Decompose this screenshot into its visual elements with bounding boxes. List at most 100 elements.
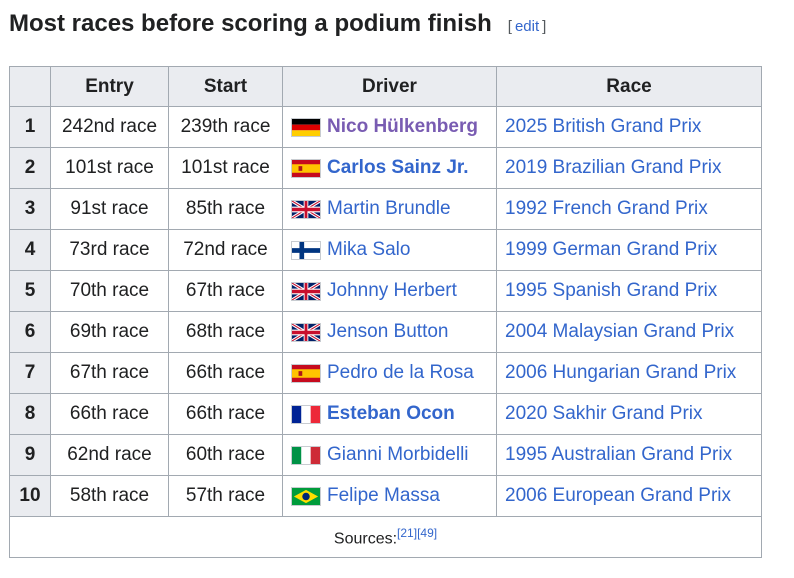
start-cell: 67th race <box>168 270 283 312</box>
corner-header-cell <box>9 66 51 107</box>
race-cell: 1995 Australian Grand Prix <box>496 434 762 476</box>
entry-cell: 69th race <box>50 311 169 353</box>
footer-row: Sources:[21][49] <box>9 516 762 558</box>
race-link[interactable]: 2025 British Grand Prix <box>505 116 702 137</box>
rank-cell: 2 <box>9 147 51 189</box>
entry-cell: 67th race <box>50 352 169 394</box>
start-cell: 72nd race <box>168 229 283 271</box>
rank-cell: 6 <box>9 311 51 353</box>
edit-link[interactable]: edit <box>514 18 540 35</box>
driver-cell: Pedro de la Rosa <box>282 352 497 394</box>
driver-link[interactable]: Gianni Morbidelli <box>327 444 469 465</box>
column-header-start: Start <box>168 66 283 107</box>
driver-link[interactable]: Johnny Herbert <box>327 280 457 301</box>
race-cell: 2006 Hungarian Grand Prix <box>496 352 762 394</box>
section-title: Most races before scoring a podium finis… <box>9 10 492 37</box>
race-link[interactable]: 2006 Hungarian Grand Prix <box>505 362 737 383</box>
driver-cell: Gianni Morbidelli <box>282 434 497 476</box>
column-header-driver: Driver <box>282 66 497 107</box>
table-row: 10 58th race 57th race Felipe Massa 2006 Eur… <box>9 475 762 517</box>
race-cell: 2025 British Grand Prix <box>496 106 762 148</box>
podium-table: Entry Start Driver Race 1 242nd race 239th… <box>9 66 762 558</box>
entry-cell: 73rd race <box>50 229 169 271</box>
rank-cell: 5 <box>9 270 51 312</box>
driver-cell: Jenson Button <box>282 311 497 353</box>
race-cell: 1995 Spanish Grand Prix <box>496 270 762 312</box>
rank-cell: 1 <box>9 106 51 148</box>
driver-cell: Nico Hülkenberg <box>282 106 497 148</box>
start-cell: 239th race <box>168 106 283 148</box>
driver-cell: Carlos Sainz Jr. <box>282 147 497 189</box>
driver-link[interactable]: Martin Brundle <box>327 198 451 219</box>
sources-cell: Sources:[21][49] <box>9 516 762 558</box>
race-link[interactable]: 2019 Brazilian Grand Prix <box>505 157 722 178</box>
edit-section: [edit] <box>507 18 547 35</box>
column-header-race: Race <box>496 66 762 107</box>
race-link[interactable]: 1999 German Grand Prix <box>505 239 718 260</box>
table-row: 2 101st race 101st race Carlos Sainz Jr. 201… <box>9 147 762 189</box>
rank-cell: 8 <box>9 393 51 435</box>
header-row: Entry Start Driver Race <box>9 66 762 107</box>
sources-label: Sources: <box>333 530 398 548</box>
spain-flag[interactable] <box>291 363 321 383</box>
table-row: 8 66th race 66th race Esteban Ocon 2020 Sakh… <box>9 393 762 435</box>
start-cell: 101st race <box>168 147 283 189</box>
table-row: 5 70th race 67th race Johnny Herbert 1995 Sp… <box>9 270 762 312</box>
driver-cell: Mika Salo <box>282 229 497 271</box>
spain-flag[interactable] <box>291 158 321 178</box>
table-row: 3 91st race 85th race Martin Brundle 1992 Fr… <box>9 188 762 230</box>
table-row: 6 69th race 68th race Jenson Button 2004 Mal… <box>9 311 762 353</box>
driver-cell: Felipe Massa <box>282 475 497 517</box>
race-cell: 1999 German Grand Prix <box>496 229 762 271</box>
uk-flag[interactable] <box>291 281 321 301</box>
race-link[interactable]: 2020 Sakhir Grand Prix <box>505 403 703 424</box>
race-link[interactable]: 1992 French Grand Prix <box>505 198 708 219</box>
table-row: 9 62nd race 60th race Gianni Morbidelli 1995… <box>9 434 762 476</box>
section-heading: Most races before scoring a podium finis… <box>9 10 546 38</box>
start-cell: 85th race <box>168 188 283 230</box>
driver-link[interactable]: Jenson Button <box>327 321 449 342</box>
rank-cell: 9 <box>9 434 51 476</box>
finland-flag[interactable] <box>291 240 321 260</box>
driver-link[interactable]: Esteban Ocon <box>327 403 455 424</box>
table-row: 7 67th race 66th race Pedro de la Rosa 2006 … <box>9 352 762 394</box>
driver-cell: Martin Brundle <box>282 188 497 230</box>
rank-cell: 7 <box>9 352 51 394</box>
entry-cell: 242nd race <box>50 106 169 148</box>
race-link[interactable]: 1995 Spanish Grand Prix <box>505 280 718 301</box>
start-cell: 66th race <box>168 352 283 394</box>
entry-cell: 58th race <box>50 475 169 517</box>
race-link[interactable]: 1995 Australian Grand Prix <box>505 444 733 465</box>
race-cell: 2004 Malaysian Grand Prix <box>496 311 762 353</box>
germany-flag[interactable] <box>291 117 321 137</box>
driver-link[interactable]: Mika Salo <box>327 239 411 260</box>
france-flag[interactable] <box>291 404 321 424</box>
uk-flag[interactable] <box>291 199 321 219</box>
entry-cell: 70th race <box>50 270 169 312</box>
driver-link[interactable]: Nico Hülkenberg <box>327 116 478 137</box>
rank-cell: 3 <box>9 188 51 230</box>
brazil-flag[interactable] <box>291 486 321 506</box>
table-row: 1 242nd race 239th race Nico Hülkenberg 2025… <box>9 106 762 148</box>
driver-link[interactable]: Pedro de la Rosa <box>327 362 474 383</box>
driver-cell: Esteban Ocon <box>282 393 497 435</box>
entry-cell: 101st race <box>50 147 169 189</box>
race-link[interactable]: 2006 European Grand Prix <box>505 485 732 506</box>
citations: [21][49] <box>397 526 437 540</box>
citation-link[interactable]: [49] <box>417 525 438 540</box>
start-cell: 66th race <box>168 393 283 435</box>
race-link[interactable]: 2004 Malaysian Grand Prix <box>505 321 735 342</box>
race-cell: 2019 Brazilian Grand Prix <box>496 147 762 189</box>
citation-link[interactable]: [21] <box>397 525 418 540</box>
rank-cell: 4 <box>9 229 51 271</box>
start-cell: 68th race <box>168 311 283 353</box>
driver-cell: Johnny Herbert <box>282 270 497 312</box>
uk-flag[interactable] <box>291 322 321 342</box>
driver-link[interactable]: Felipe Massa <box>327 485 440 506</box>
race-cell: 1992 French Grand Prix <box>496 188 762 230</box>
driver-link[interactable]: Carlos Sainz Jr. <box>327 157 469 178</box>
table-row: 4 73rd race 72nd race Mika Salo 1999 German … <box>9 229 762 271</box>
start-cell: 57th race <box>168 475 283 517</box>
italy-flag[interactable] <box>291 445 321 465</box>
entry-cell: 66th race <box>50 393 169 435</box>
